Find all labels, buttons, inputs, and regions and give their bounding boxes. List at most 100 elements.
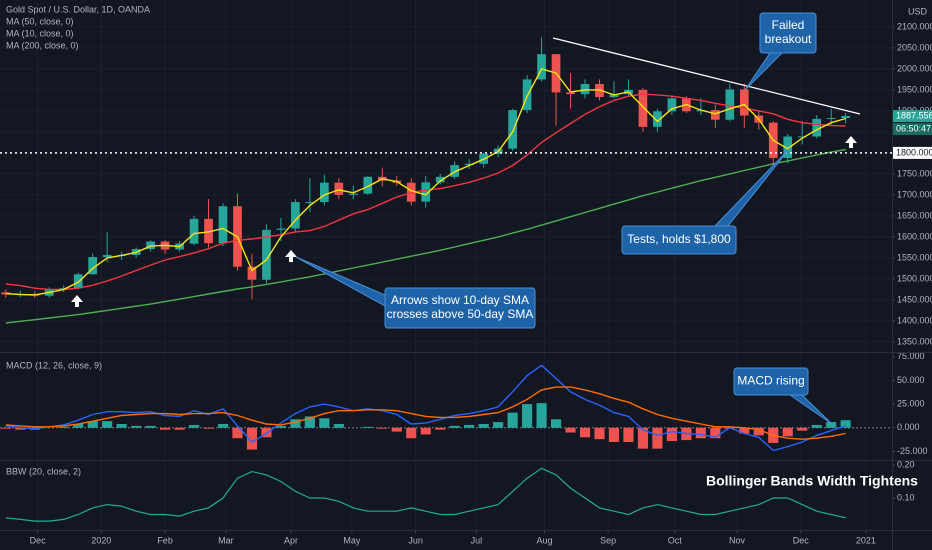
x-tick-label: 2021 [856,535,876,545]
x-tick-label: Nov [729,535,746,545]
histogram-bar [608,427,620,442]
y-tick-label: 2100.000 [897,21,932,31]
histogram-bar [666,427,677,442]
histogram-bar [594,427,605,440]
arrow-up [845,136,857,148]
histogram-bar [290,419,301,428]
histogram-bar [623,427,634,442]
histogram-bar [102,421,113,428]
countdown-tag [893,123,932,136]
histogram-bar [652,427,663,449]
legend-entry: MA (50, close, 0) [6,16,74,26]
y-tick-label: 75.000 [897,351,925,361]
annotation: Failed [772,18,805,32]
histogram-bar [275,425,286,428]
price-tag [893,110,932,123]
unit-label: USD [908,6,928,16]
histogram-bar [507,412,518,428]
bbw-line [5,467,846,522]
candle-body [537,54,546,80]
legend-entry: MA (200, close, 0) [6,40,79,50]
x-tick-label: Mar [218,535,234,545]
y-tick-label: 1400.000 [897,315,932,325]
histogram-bar [840,420,851,428]
candle-body [435,176,445,183]
x-tick-label: Sep [600,535,616,545]
level-label: 1800.000 [896,147,932,157]
histogram-bar [522,404,533,428]
candle-body [841,115,851,119]
y-tick-label: 1950.000 [897,84,932,94]
x-tick-label: Oct [668,535,683,545]
histogram-bar [493,422,504,428]
histogram-bar [464,424,475,428]
annotation: breakout [765,32,812,46]
level-tag [893,146,932,159]
candle-body [421,182,431,202]
annotation: crosses above 50-day SMA [387,307,534,321]
x-tick-label: Dec [793,535,810,545]
candle-body [653,111,662,127]
y-tick-label: 25.000 [897,398,925,408]
histogram-bar [203,427,214,429]
y-tick-label: 1550.000 [897,252,932,262]
legend-entry: MA (10, close, 0) [6,28,74,38]
x-tick-label: May [343,535,361,545]
histogram-bar [565,427,576,433]
y-tick-label: 2000.000 [897,63,932,73]
histogram-bar [782,427,793,437]
y-tick-label: 1500.000 [897,273,932,283]
histogram-bar [145,425,156,428]
candle-body [305,202,315,204]
y-tick-label: 1700.000 [897,189,932,199]
histogram-bar [739,427,750,434]
x-tick-label: Jul [471,535,483,545]
candle-body [204,218,213,244]
callout-box [621,225,737,255]
candle-body [88,257,98,275]
candle-body [508,110,517,149]
ma-line [5,148,846,324]
candle-body [146,241,155,250]
histogram-bar [695,427,706,439]
histogram-bar [304,416,315,428]
histogram-bar [0,427,11,429]
pane-title: MACD (12, 26, close, 9) [6,360,102,370]
histogram-bar [579,427,591,438]
y-tick-label: 1600.000 [897,231,932,241]
histogram-bar [73,424,84,428]
histogram-bar [131,425,142,428]
histogram-bar [478,424,489,428]
y-tick-label: 1350.000 [897,336,932,346]
y-tick-label: 1450.000 [897,294,932,304]
histogram-bar [826,422,837,428]
y-tick-label: -25.000 [897,446,928,456]
histogram-bar [797,427,808,431]
candle-body [812,118,822,137]
candle-body [450,165,460,177]
candle-body [725,89,735,120]
price-label: 1887.556 [896,110,932,120]
y-tick-label: 0.20 [897,459,915,469]
histogram-bar [377,427,388,429]
x-tick-label: Jun [408,535,423,545]
candle-body [566,92,575,95]
histogram-bar [391,427,402,432]
histogram-bar [637,427,649,449]
x-tick-label: 2020 [91,535,111,545]
candle-body [348,193,358,195]
histogram-bar [188,424,200,428]
candle-body [276,228,286,230]
trend-line [552,37,861,115]
candle-body [638,89,648,127]
callout-box [733,367,809,396]
arrow-up [71,295,83,307]
candle-body [580,84,590,95]
annotation: Tests, holds $1,800 [627,232,731,246]
x-tick-label: Apr [284,535,298,545]
histogram-bar [333,424,344,428]
candle-body [262,229,271,280]
candle-body [189,218,199,244]
countdown: 06:50:47 [896,123,931,133]
